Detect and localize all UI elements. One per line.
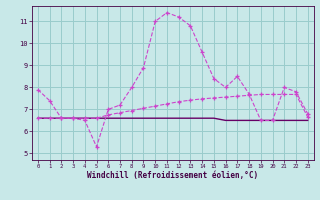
X-axis label: Windchill (Refroidissement éolien,°C): Windchill (Refroidissement éolien,°C) (87, 171, 258, 180)
